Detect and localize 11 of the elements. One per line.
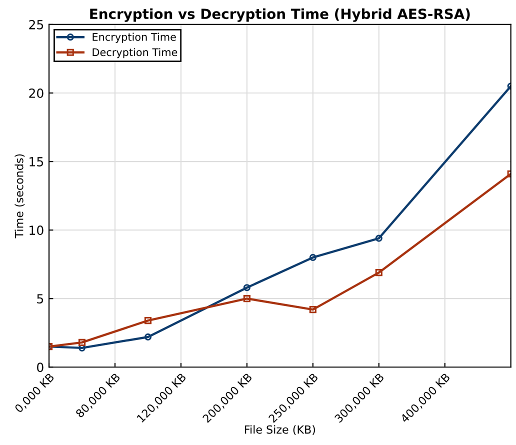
legend-label: Encryption Time — [92, 32, 176, 43]
y-tick-label: 10 — [30, 226, 44, 235]
legend-label: Decryption Time — [92, 48, 178, 58]
chart-title: Encryption vs Decryption Time (Hybrid AES-RSA) — [90, 8, 470, 22]
y-tick-label: 15 — [30, 157, 44, 166]
y-axis-title: Time (seconds) — [14, 154, 25, 238]
x-axis-title: File Size (KB) — [244, 425, 315, 436]
y-tick-label: 5 — [37, 294, 44, 304]
y-tick-label: 20 — [29, 88, 44, 98]
y-tick-label: 25 — [29, 20, 44, 30]
y-tick-label: 0 — [37, 362, 44, 372]
